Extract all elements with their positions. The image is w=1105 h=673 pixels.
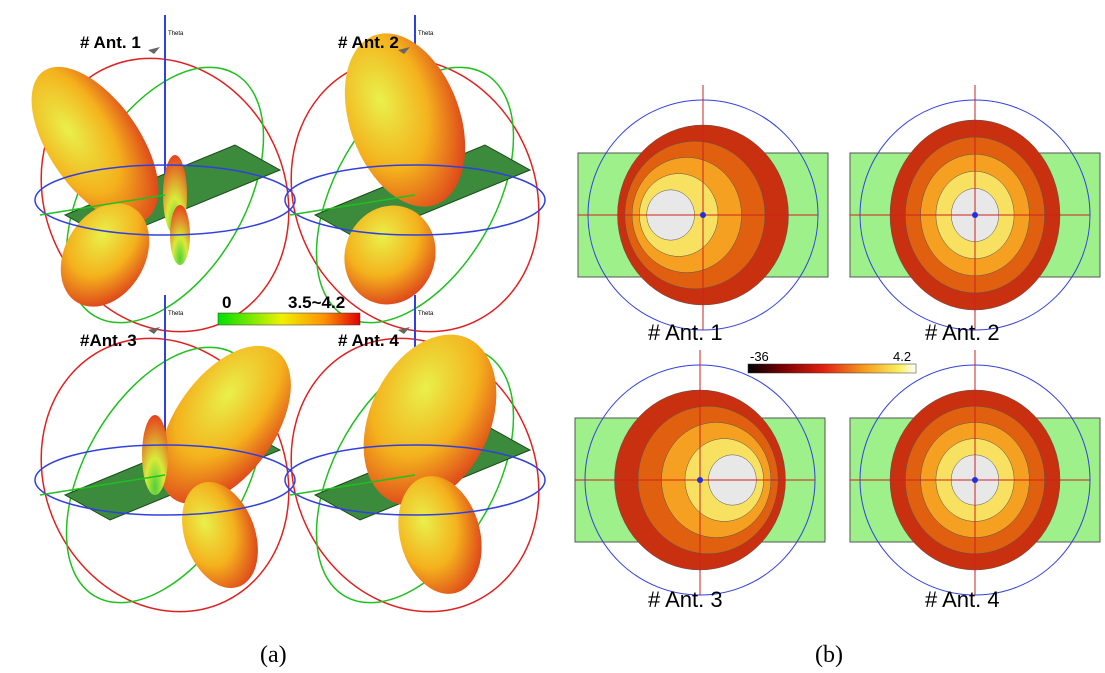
caption: (a): [260, 642, 287, 668]
origin: [972, 212, 978, 218]
pattern-top: [850, 350, 1100, 595]
plot-label: # Ant. 1: [648, 320, 723, 345]
axis-label: Theta: [168, 311, 184, 317]
colorbar-min: -36: [750, 349, 769, 364]
plot-label: # Ant. 2: [925, 320, 1000, 345]
origin: [700, 212, 706, 218]
colorbar-min: 0: [222, 293, 231, 312]
plot-label: # Ant. 3: [648, 587, 723, 612]
caption: (b): [815, 642, 843, 668]
colorbar-max: 4.2: [893, 349, 911, 364]
axis-label: Theta: [418, 31, 434, 37]
theta-arrow: [148, 47, 160, 54]
plot-label: # Ant. 4: [338, 331, 399, 350]
plot-label: # Ant. 4: [925, 587, 1000, 612]
plot-label: # Ant. 2: [338, 33, 399, 52]
origin: [972, 477, 978, 483]
lobe: [142, 415, 168, 495]
colorbar: [218, 313, 360, 325]
colorbar: [748, 364, 916, 373]
pattern-3d: Theta: [0, 295, 333, 653]
axis-label: Theta: [168, 31, 184, 37]
colorbar-max: 3.5~4.2: [288, 293, 345, 312]
pattern-top: [575, 350, 825, 595]
pattern-3d: Theta: [247, 295, 583, 653]
axis-label: Theta: [418, 311, 434, 317]
plot-label: #Ant. 3: [80, 331, 137, 350]
figure: Theta Theta Theta Theta # Ant. 1 # Ant. 2 #…: [0, 0, 1105, 673]
pattern-top: [578, 85, 828, 330]
plot-label: # Ant. 1: [80, 33, 141, 52]
pattern-top: [850, 85, 1100, 330]
origin: [697, 477, 703, 483]
